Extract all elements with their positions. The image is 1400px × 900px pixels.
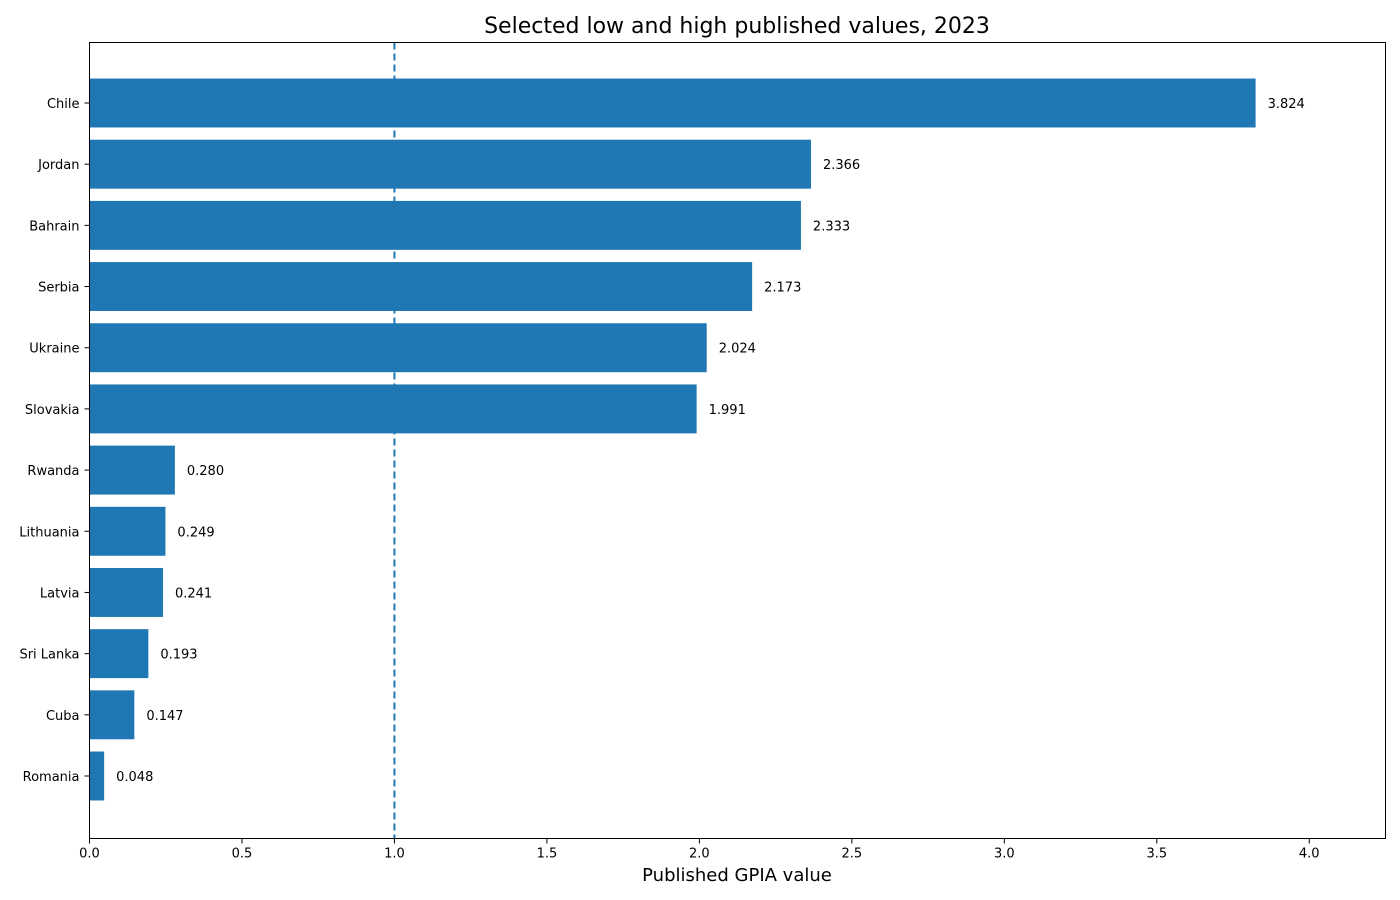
bar-value-label: 2.024 [719,342,756,357]
bar [89,262,753,312]
chart-title: Selected low and high published values, … [484,14,990,39]
bar [89,200,801,250]
bar [89,139,811,189]
bar-value-label: 1.991 [709,403,746,418]
x-axis-label: Published GPIA value [642,865,832,886]
bar [89,445,175,495]
bar-value-label: 0.280 [187,464,224,479]
x-tick-label: 1.5 [537,847,558,862]
y-tick-label: Romania [23,770,80,785]
y-tick-label: Rwanda [27,464,79,479]
x-tick-label: 3.0 [994,847,1015,862]
y-tick-label: Lithuania [19,525,79,540]
y-tick-label: Bahrain [29,219,79,234]
x-tick-label: 0.5 [232,847,253,862]
axes-frame [89,42,1386,839]
y-tick-label: Serbia [38,281,79,296]
x-tick-label: 3.5 [1146,847,1167,862]
y-tick-label: Chile [47,97,80,112]
bar-value-label: 2.173 [764,281,801,296]
bar-value-label: 0.193 [160,648,197,663]
bar [89,751,105,801]
bar-value-label: 0.241 [175,586,212,601]
x-tick-label: 1.0 [384,847,405,862]
x-tick-label: 0.0 [79,847,100,862]
bar-value-label: 0.048 [116,770,153,785]
bar [89,323,707,373]
x-tick-label: 2.5 [842,847,863,862]
y-tick-label: Cuba [46,709,80,724]
plot-area: 3.824 2.366 2.333 2.173 2.024 1.991 0.280 0.249… [89,42,1305,839]
bar [89,506,166,556]
bar [89,567,163,617]
bar-value-label: 3.824 [1268,97,1305,112]
y-tick-label: Slovakia [25,403,80,418]
y-tick-label: Latvia [40,586,80,601]
y-tick-label: Ukraine [29,342,79,357]
x-tick-label: 4.0 [1299,847,1320,862]
bar [89,78,1256,128]
bar-value-label: 2.333 [813,219,850,234]
bar [89,690,135,740]
bar-value-label: 2.366 [823,158,860,173]
y-tick-label: Sri Lanka [19,648,79,663]
x-tick-label: 2.0 [689,847,710,862]
bar [89,629,149,679]
bar-value-label: 0.249 [177,525,214,540]
y-tick-label: Jordan [37,158,79,173]
bar [89,384,697,434]
bar-value-label: 0.147 [146,709,183,724]
